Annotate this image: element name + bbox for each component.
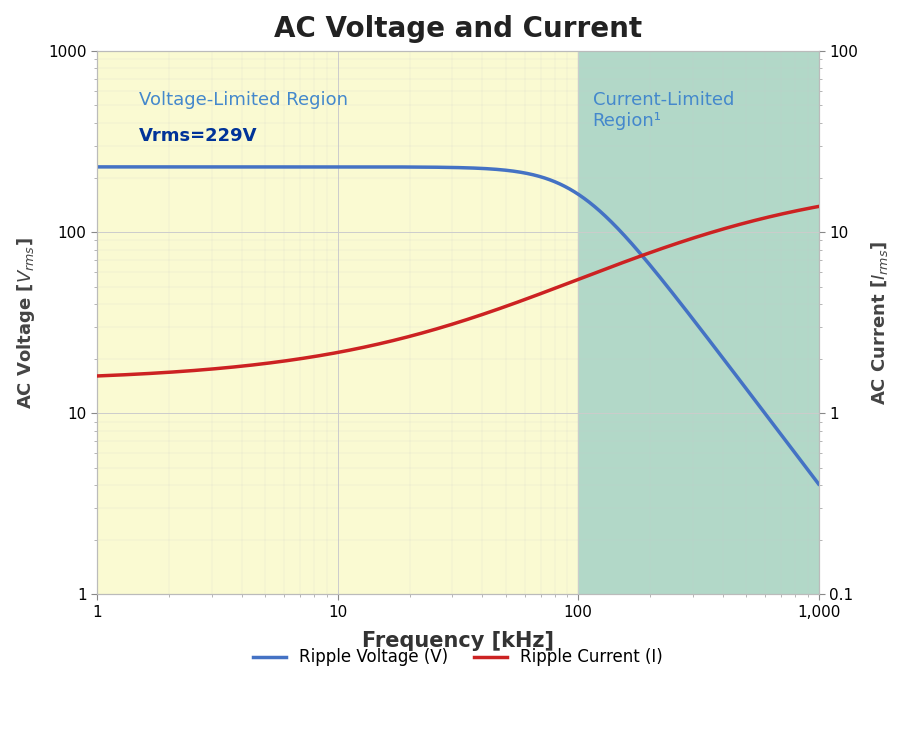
Text: Current-Limited
Region¹: Current-Limited Region¹ bbox=[593, 91, 734, 130]
Text: Vrms=229V: Vrms=229V bbox=[139, 127, 258, 145]
Title: AC Voltage and Current: AC Voltage and Current bbox=[273, 15, 642, 43]
Y-axis label: AC Voltage [$V_{rms}$]: AC Voltage [$V_{rms}$] bbox=[15, 237, 37, 408]
Legend: Ripple Voltage (V), Ripple Current (I): Ripple Voltage (V), Ripple Current (I) bbox=[246, 642, 670, 673]
Y-axis label: AC Current [$I_{rms}$]: AC Current [$I_{rms}$] bbox=[869, 241, 890, 405]
Bar bbox=[578, 51, 819, 595]
Text: Voltage-Limited Region: Voltage-Limited Region bbox=[139, 91, 348, 109]
Bar bbox=[97, 51, 578, 595]
X-axis label: Frequency [kHz]: Frequency [kHz] bbox=[362, 631, 554, 651]
